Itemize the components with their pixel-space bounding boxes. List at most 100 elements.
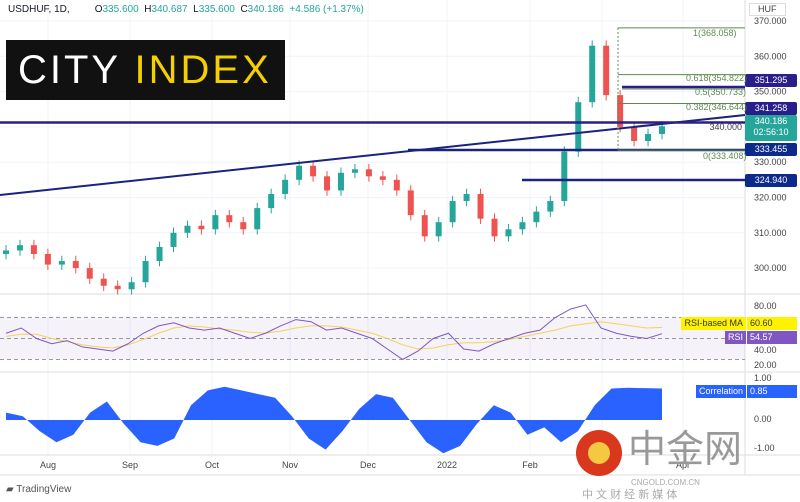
candle-body [337, 172, 344, 191]
time-tick: Sep [122, 460, 138, 470]
candle-body [240, 222, 247, 230]
time-tick: Nov [282, 460, 299, 470]
candle-body [156, 246, 163, 262]
candle-body [617, 95, 624, 127]
logo-text: CITY [18, 48, 121, 92]
time-tick: Dec [360, 460, 377, 470]
candle-body [533, 211, 540, 223]
trendline [0, 114, 746, 196]
candle-body [142, 261, 149, 283]
level-tag: 351.295 [745, 74, 797, 87]
candle-body [589, 45, 596, 103]
candle-body [128, 282, 135, 290]
rsi-ma-label: RSI-based MA [681, 317, 746, 330]
watermark-tagline: 中 文 财 经 新 媒 体 [582, 489, 678, 501]
low-value: 335.600 [198, 4, 235, 15]
candle-body [435, 222, 442, 237]
candle-body [407, 190, 414, 216]
candle-body [575, 102, 582, 152]
candle-body [198, 225, 205, 230]
high-label: H [144, 4, 152, 15]
rsi-ma-line [5, 321, 663, 350]
close-label: C [240, 4, 248, 15]
correlation-label: Correlation [695, 385, 746, 398]
candle-body [226, 215, 233, 223]
brand-text: TradingView [16, 484, 72, 495]
candle-body [16, 245, 23, 251]
candle-body [114, 285, 121, 290]
candle-body [30, 245, 37, 254]
candle-body [519, 222, 526, 230]
tradingview-brand[interactable]: ▰ TradingView [6, 484, 72, 495]
fib-label: 0(333.408) [703, 151, 747, 161]
open-value: 335.600 [102, 4, 139, 15]
price-tick: 350.000 [754, 87, 787, 97]
rsi-value: 54.57 [747, 331, 797, 344]
corr-tick: 1.00 [754, 373, 772, 383]
currency-label[interactable]: HUF [749, 3, 786, 16]
candle-body [491, 218, 498, 237]
close-value: 340.186 [247, 4, 284, 15]
correlation-area [6, 386, 662, 454]
city-index-logo: CITY INDEX [6, 40, 285, 100]
last-price-tag: 340.186 02:56:10 [745, 115, 797, 141]
fib-label: 0.382(346.644) [686, 102, 748, 112]
candle-body [58, 261, 65, 265]
last-price: 340.186 [754, 116, 788, 126]
rsi-tick: 40.00 [754, 345, 777, 355]
fib-label: 0.618(354.822) [686, 73, 748, 83]
candle-body [212, 215, 219, 230]
symbol-header: USDHUF, 1D, O335.600 H340.687 L335.600 C… [8, 4, 364, 15]
price-tick: 320.000 [754, 193, 787, 203]
candle-body [365, 169, 372, 177]
candle-body [44, 253, 51, 265]
bar-countdown: 02:56:10 [753, 127, 789, 137]
candle-body [421, 215, 428, 237]
time-tick: Apr [676, 460, 690, 470]
price-tick: 310.000 [754, 228, 787, 238]
candle-body [449, 201, 456, 223]
open-label: O [94, 4, 103, 15]
price-tick: 370.000 [754, 16, 787, 26]
candle-body [254, 208, 261, 230]
price-tick: 300.000 [754, 263, 787, 273]
candle-body [170, 232, 177, 247]
candle-body [603, 45, 610, 96]
change-value: +4.586 (+1.37%) [289, 4, 364, 15]
candle-body [310, 165, 317, 177]
candle-body [324, 176, 331, 191]
level-tag: 341.258 [745, 102, 797, 115]
watermark-url: CNGOLD.COM.CN [631, 478, 700, 487]
candle-body [645, 133, 652, 142]
price-tick: 340.000 [709, 122, 742, 132]
candle-body [547, 201, 554, 212]
fib-label: 1(368.058) [693, 28, 737, 38]
rsi-tick: 20.00 [754, 360, 777, 370]
candle-body [100, 278, 107, 286]
candle-body [561, 151, 568, 202]
level-tag: 333.455 [745, 143, 797, 156]
candle-body [505, 229, 512, 237]
price-tick: 330.000 [754, 157, 787, 167]
candle-body [72, 261, 79, 269]
time-tick: Feb [522, 460, 538, 470]
rsi-line [5, 304, 663, 361]
high-value: 340.687 [151, 4, 188, 15]
candle-body [296, 165, 303, 180]
correlation-value: 0.85 [747, 385, 797, 398]
corr-tick: 0.00 [754, 414, 772, 424]
watermark-name: 中金网 [628, 429, 743, 471]
fib-label: 0.5(350.733) [695, 87, 747, 97]
candle-body [659, 126, 665, 134]
price-tick: 360.000 [754, 51, 787, 61]
candle-body [282, 179, 289, 194]
level-tag: 324.940 [745, 174, 797, 187]
candle-body [393, 179, 400, 191]
rsi-tick: 80.00 [754, 301, 777, 311]
low-label: L [193, 4, 199, 15]
candle-body [477, 193, 484, 219]
candle-body [631, 126, 638, 142]
rsi-ma-value: 60.60 [747, 317, 797, 330]
time-tick: Oct [205, 460, 220, 470]
